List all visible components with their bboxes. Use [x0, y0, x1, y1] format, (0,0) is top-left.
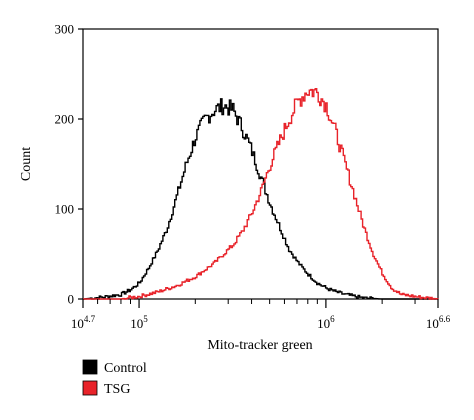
- legend: Control TSG: [82, 359, 147, 397]
- plot-border: [82, 28, 439, 300]
- y-tick-label: 0: [68, 292, 75, 307]
- legend-swatch-tsg: [82, 380, 98, 396]
- x-tick-label: 106.6: [426, 314, 451, 331]
- x-axis-title: Mito-tracker green: [207, 338, 312, 353]
- series-line-tsg: [83, 88, 439, 300]
- x-tick-label: 104.7: [71, 314, 96, 331]
- series-layer: [83, 88, 439, 300]
- tick-layer: 0 100 200 300 104.7 105 106 106.6: [55, 22, 451, 332]
- legend-label-control: Control: [104, 361, 147, 376]
- x-tick-label: 106: [317, 314, 335, 331]
- series-line-control: [83, 98, 438, 300]
- y-tick-label: 200: [55, 112, 75, 127]
- y-tick-label: 300: [55, 22, 75, 37]
- legend-swatch-control: [82, 359, 98, 375]
- x-tick-label: 105: [130, 314, 148, 331]
- plot-frame: [82, 28, 439, 300]
- legend-label-tsg: TSG: [104, 382, 130, 397]
- y-axis-title: Count: [19, 147, 34, 181]
- y-tick-label: 100: [55, 202, 75, 217]
